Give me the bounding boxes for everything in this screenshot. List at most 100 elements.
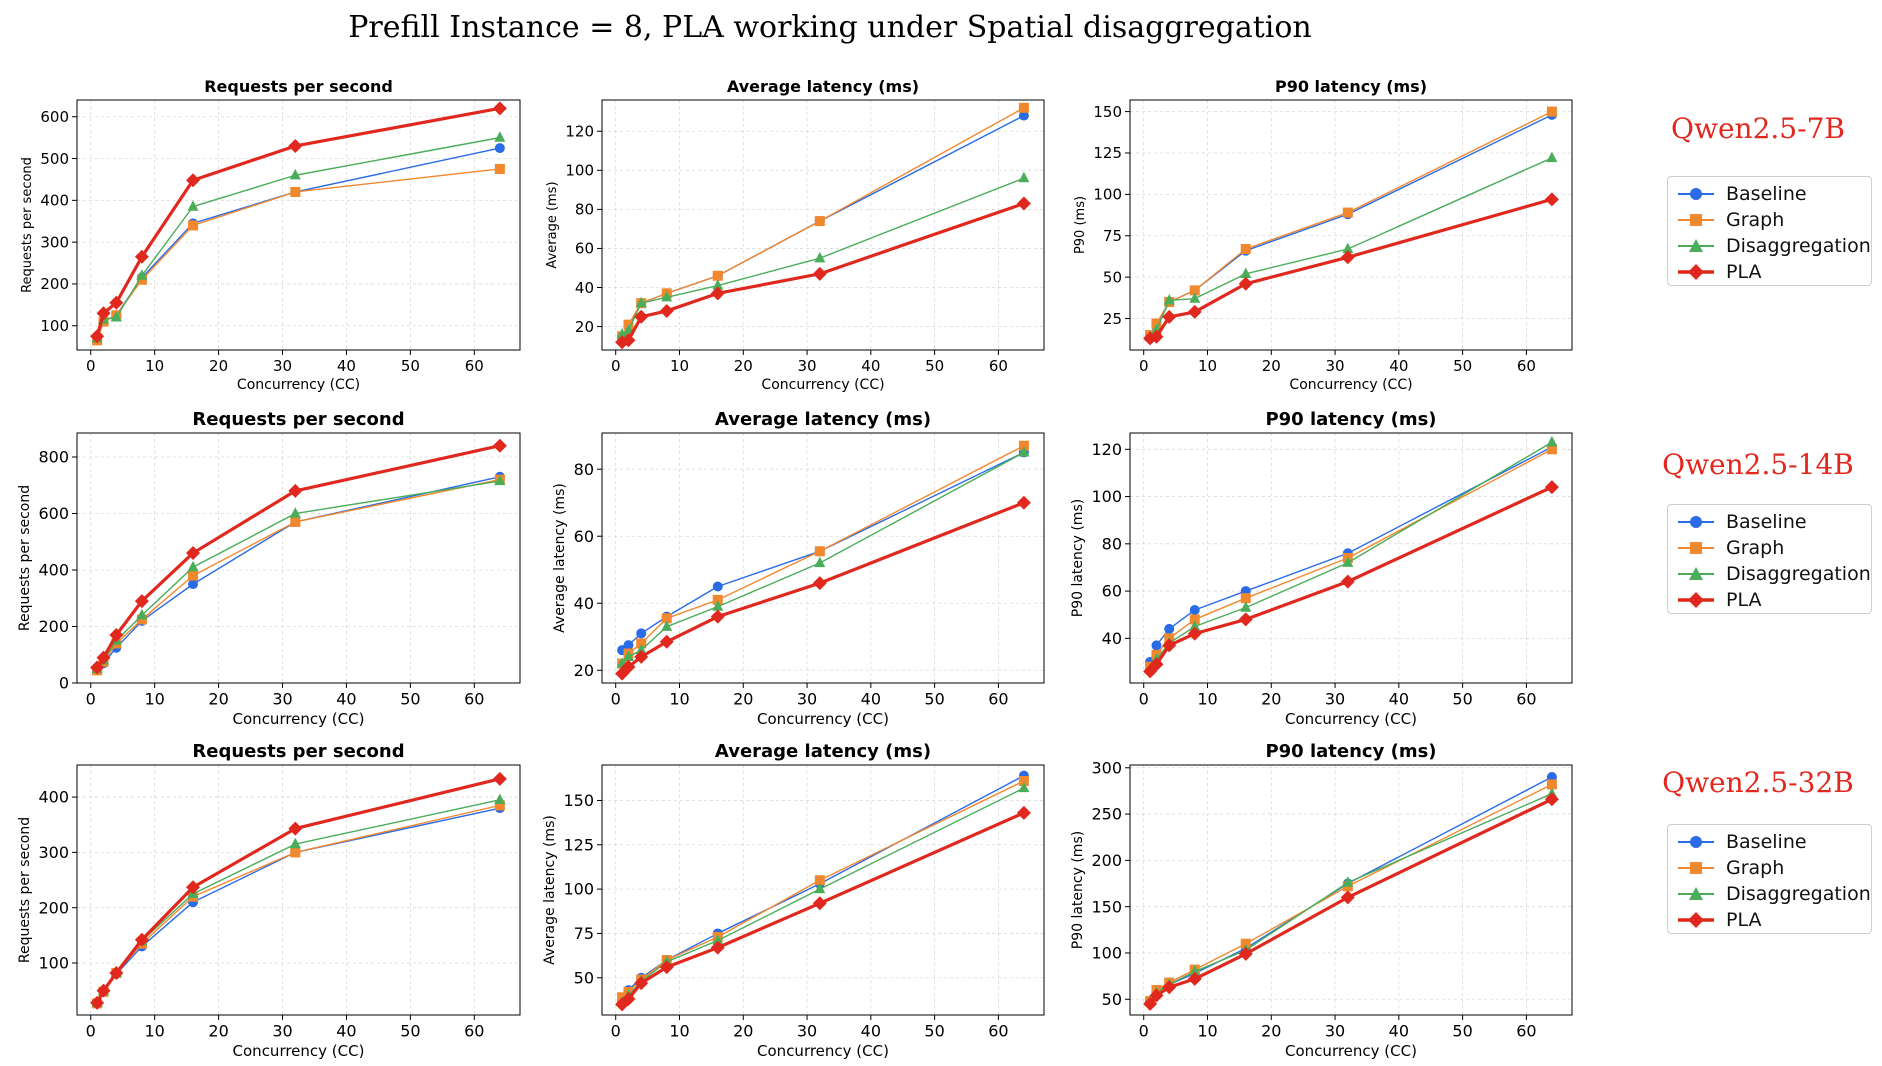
series-pla xyxy=(615,196,1031,350)
data-point-disaggregation xyxy=(1240,267,1252,278)
data-point-pla xyxy=(492,771,507,786)
chart-panel-r0c0: 0 10 20 30 40 50 60 100 200 300 400 500 600 Requests … xyxy=(20,77,521,393)
plot-frame xyxy=(76,99,521,351)
plot-frame xyxy=(1129,99,1573,351)
data-point-graph xyxy=(1189,285,1200,296)
y-tick-label: 20 xyxy=(575,318,594,336)
data-point-disaggregation xyxy=(1189,620,1201,631)
series-graph xyxy=(92,474,505,676)
plot-frame xyxy=(76,764,521,1016)
series-pla xyxy=(90,771,507,1010)
data-point-pla xyxy=(492,101,507,116)
data-point-graph xyxy=(1342,207,1353,218)
y-tick-label: 80 xyxy=(1102,534,1122,553)
data-point-pla xyxy=(109,295,124,310)
data-point-pla xyxy=(634,649,649,664)
x-tick-label: 40 xyxy=(861,690,881,709)
x-tick-label: 30 xyxy=(1325,1022,1345,1041)
x-tick-label: 10 xyxy=(1198,357,1217,375)
series-baseline xyxy=(92,803,505,1009)
data-point-disaggregation xyxy=(1342,556,1354,567)
data-point-pla xyxy=(1340,574,1355,589)
x-tick-label: 10 xyxy=(144,1022,164,1041)
data-point-pla xyxy=(492,438,507,453)
x-tick-label: 20 xyxy=(208,1022,228,1041)
x-axis-label: Concurrency (CC) xyxy=(233,710,365,728)
y-tick-label: 300 xyxy=(38,843,69,862)
series-line-baseline xyxy=(96,476,501,671)
data-point-pla xyxy=(1149,657,1164,672)
data-point-disaggregation xyxy=(136,269,148,280)
series-baseline xyxy=(92,471,505,676)
x-tick-label: 0 xyxy=(86,690,96,709)
data-point-pla xyxy=(288,821,303,836)
y-tick-label: 60 xyxy=(1102,582,1122,601)
legend-label-disaggregation: Disaggregation xyxy=(1726,235,1871,257)
series-line-pla xyxy=(621,811,1025,1006)
chart-panel-r2c1: 0 10 20 30 40 50 60 50 75 100 125 150 Average latenc… xyxy=(542,741,1045,1060)
data-point-graph xyxy=(814,875,825,886)
data-point-disaggregation xyxy=(1546,435,1558,447)
data-point-disaggregation xyxy=(110,311,122,322)
x-tick-label: 30 xyxy=(797,690,817,709)
y-axis-label: Average latency (ms) xyxy=(542,815,558,965)
series-pla xyxy=(1143,480,1559,679)
x-tick-label: 20 xyxy=(1262,357,1281,375)
legend-item-graph: Graph xyxy=(1676,535,1784,561)
y-tick-label: 50 xyxy=(1102,990,1122,1009)
y-tick-label: 60 xyxy=(574,527,594,546)
data-point-pla xyxy=(1544,480,1559,495)
series-line-pla xyxy=(95,444,501,669)
data-point-graph xyxy=(1189,614,1200,625)
data-point-disaggregation xyxy=(635,296,647,308)
legend-item-graph: Graph xyxy=(1676,207,1784,233)
y-tick-label: 100 xyxy=(563,880,594,899)
x-tick-label: 40 xyxy=(336,1022,356,1041)
y-tick-label: 100 xyxy=(1091,944,1122,963)
data-point-disaggregation xyxy=(616,328,628,339)
y-tick-label: 100 xyxy=(38,954,69,973)
data-point-pla xyxy=(1238,276,1253,291)
data-point-disaggregation xyxy=(712,279,724,290)
chart-title: P90 latency (ms) xyxy=(1275,77,1427,96)
legend-item-disaggregation: Disaggregation xyxy=(1676,561,1871,587)
y-tick-label: 600 xyxy=(40,108,69,126)
y-tick-label: 100 xyxy=(1091,487,1122,506)
y-tick-label: 800 xyxy=(38,448,69,467)
x-tick-label: 50 xyxy=(401,357,420,375)
legend-baseline-icon xyxy=(1678,836,1714,848)
series-line-disaggregation xyxy=(621,177,1025,335)
y-tick-label: 25 xyxy=(1103,310,1122,328)
y-tick-label: 150 xyxy=(1091,897,1122,916)
series-line-disaggregation xyxy=(96,136,500,339)
x-tick-label: 10 xyxy=(145,357,164,375)
data-point-graph xyxy=(188,220,199,231)
data-point-disaggregation xyxy=(1342,876,1354,887)
data-point-disaggregation xyxy=(1189,965,1201,976)
y-tick-label: 150 xyxy=(1093,103,1122,121)
x-tick-label: 60 xyxy=(464,1022,484,1041)
data-point-disaggregation xyxy=(635,643,647,655)
x-tick-label: 0 xyxy=(611,690,621,709)
data-point-disaggregation xyxy=(661,290,673,302)
chart-panel-r0c1: 0 10 20 30 40 50 60 20 40 60 80 100 120 Average laten… xyxy=(545,77,1045,393)
data-point-graph xyxy=(290,186,301,197)
x-tick-label: 60 xyxy=(1517,357,1536,375)
legend-pla-icon xyxy=(1678,592,1714,608)
x-tick-label: 50 xyxy=(400,690,420,709)
legend-label-disaggregation: Disaggregation xyxy=(1726,883,1871,905)
x-tick-label: 60 xyxy=(1516,690,1536,709)
y-tick-label: 150 xyxy=(563,791,594,810)
x-tick-label: 50 xyxy=(1452,1022,1472,1041)
series-pla xyxy=(615,495,1031,681)
legend-label-pla: PLA xyxy=(1726,589,1762,611)
x-tick-label: 20 xyxy=(733,690,753,709)
data-point-graph xyxy=(1018,102,1029,113)
x-axis-label: Concurrency (CC) xyxy=(757,1042,889,1060)
x-tick-label: 0 xyxy=(611,1022,621,1041)
x-tick-label: 20 xyxy=(733,1022,753,1041)
data-point-pla xyxy=(812,266,827,281)
legend-item-disaggregation: Disaggregation xyxy=(1676,881,1871,907)
data-point-graph xyxy=(290,847,301,858)
series-line-baseline xyxy=(96,807,501,1004)
